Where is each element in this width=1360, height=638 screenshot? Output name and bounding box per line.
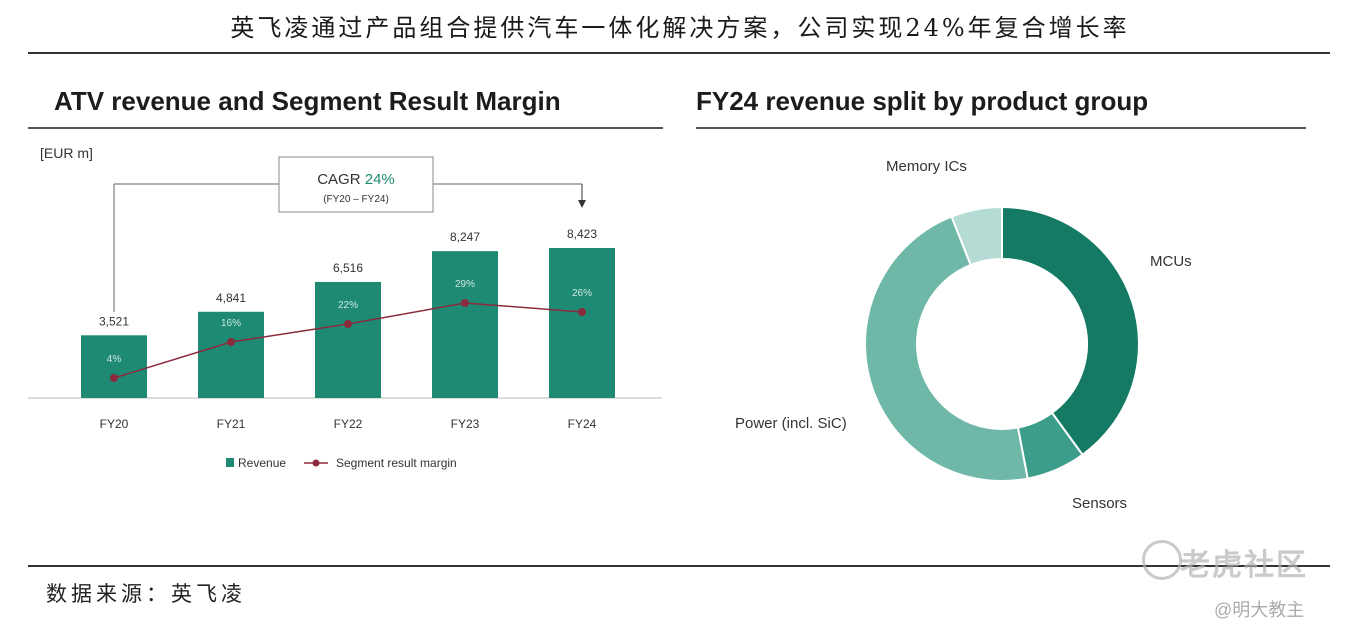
x-tick-label-FY23: FY23	[451, 417, 480, 431]
cagr-label: CAGR 24%	[317, 171, 395, 188]
donut-chart-title-rule	[696, 127, 1306, 129]
page-title: 英飞凌通过产品组合提供汽车一体化解决方案，公司实现24%年复合增长率	[230, 14, 1130, 42]
bar-revenue-FY20	[81, 335, 147, 398]
cagr-box	[278, 156, 434, 213]
bar-revenue-FY21	[198, 311, 264, 398]
watermark-logo-icon	[1142, 540, 1182, 580]
margin-value-label-FY24: 26%	[572, 288, 592, 299]
donut-slice-mcus	[1001, 205, 1140, 457]
donut-chart: MCUs Sensors Power (incl. SiC) Memory ICs	[735, 158, 1192, 512]
bar-value-label-FY20: 3,521	[99, 314, 129, 328]
bar-value-label-FY22: 6,516	[333, 261, 363, 275]
bar-chart-title: ATV revenue and Segment Result Margin	[54, 86, 561, 116]
bottom-rule	[28, 565, 1330, 567]
y-axis-unit-label: [EUR m]	[40, 145, 93, 161]
cagr-arrow-head-icon	[578, 200, 586, 208]
cagr-value: 24%	[365, 171, 395, 188]
watermark: 老虎社区	[1180, 549, 1308, 582]
bar-revenue-FY23	[432, 251, 498, 398]
legend-margin-label: Segment result margin	[336, 456, 457, 470]
bar-value-label-FY23: 8,247	[450, 230, 480, 244]
source-note: 数据来源：英飞凌	[46, 582, 246, 606]
donut-label-sensors: Sensors	[1072, 495, 1127, 512]
x-tick-label-FY24: FY24	[568, 417, 597, 431]
bar-revenue-FY22	[315, 281, 381, 398]
cagr-label-text: CAGR	[317, 171, 365, 188]
margin-point-FY23	[461, 299, 469, 307]
margin-value-label-FY21: 16%	[221, 318, 241, 329]
donut-chart-title: FY24 revenue split by product group	[696, 86, 1149, 116]
donut-label-mcus: MCUs	[1150, 253, 1192, 270]
margin-point-FY24	[578, 308, 586, 316]
legend-revenue-swatch	[226, 458, 234, 467]
bar-value-label-FY21: 4,841	[216, 291, 246, 305]
donut-label-memory: Memory ICs	[886, 158, 967, 175]
bar-value-label-FY24: 8,423	[567, 227, 597, 241]
watermark-handle: @明大教主	[1214, 600, 1305, 620]
margin-value-label-FY22: 22%	[338, 300, 358, 311]
x-tick-label-FY21: FY21	[217, 417, 246, 431]
margin-value-label-FY20: 4%	[107, 354, 122, 365]
donut-slice-memory-ics	[950, 205, 1003, 267]
margin-point-FY22	[344, 320, 352, 328]
margin-point-FY20	[110, 374, 118, 382]
cagr-period: (FY20 – FY24)	[323, 194, 389, 205]
donut-label-power: Power (incl. SiC)	[735, 415, 847, 432]
bar-chart: [EUR m] 3,521 FY20 4,841 FY21 6,516 FY22 8,247 F…	[28, 145, 662, 470]
bar-chart-title-rule	[28, 127, 663, 129]
bar-revenue-FY24	[549, 248, 615, 398]
donut-slice-power-incl-sic	[864, 215, 1029, 482]
legend-margin-marker	[312, 459, 320, 467]
margin-value-label-FY23: 29%	[455, 279, 475, 290]
margin-point-FY21	[227, 338, 235, 346]
x-tick-label-FY20: FY20	[100, 417, 129, 431]
x-tick-label-FY22: FY22	[334, 417, 363, 431]
top-rule	[28, 52, 1330, 54]
legend-revenue-label: Revenue	[238, 456, 286, 470]
